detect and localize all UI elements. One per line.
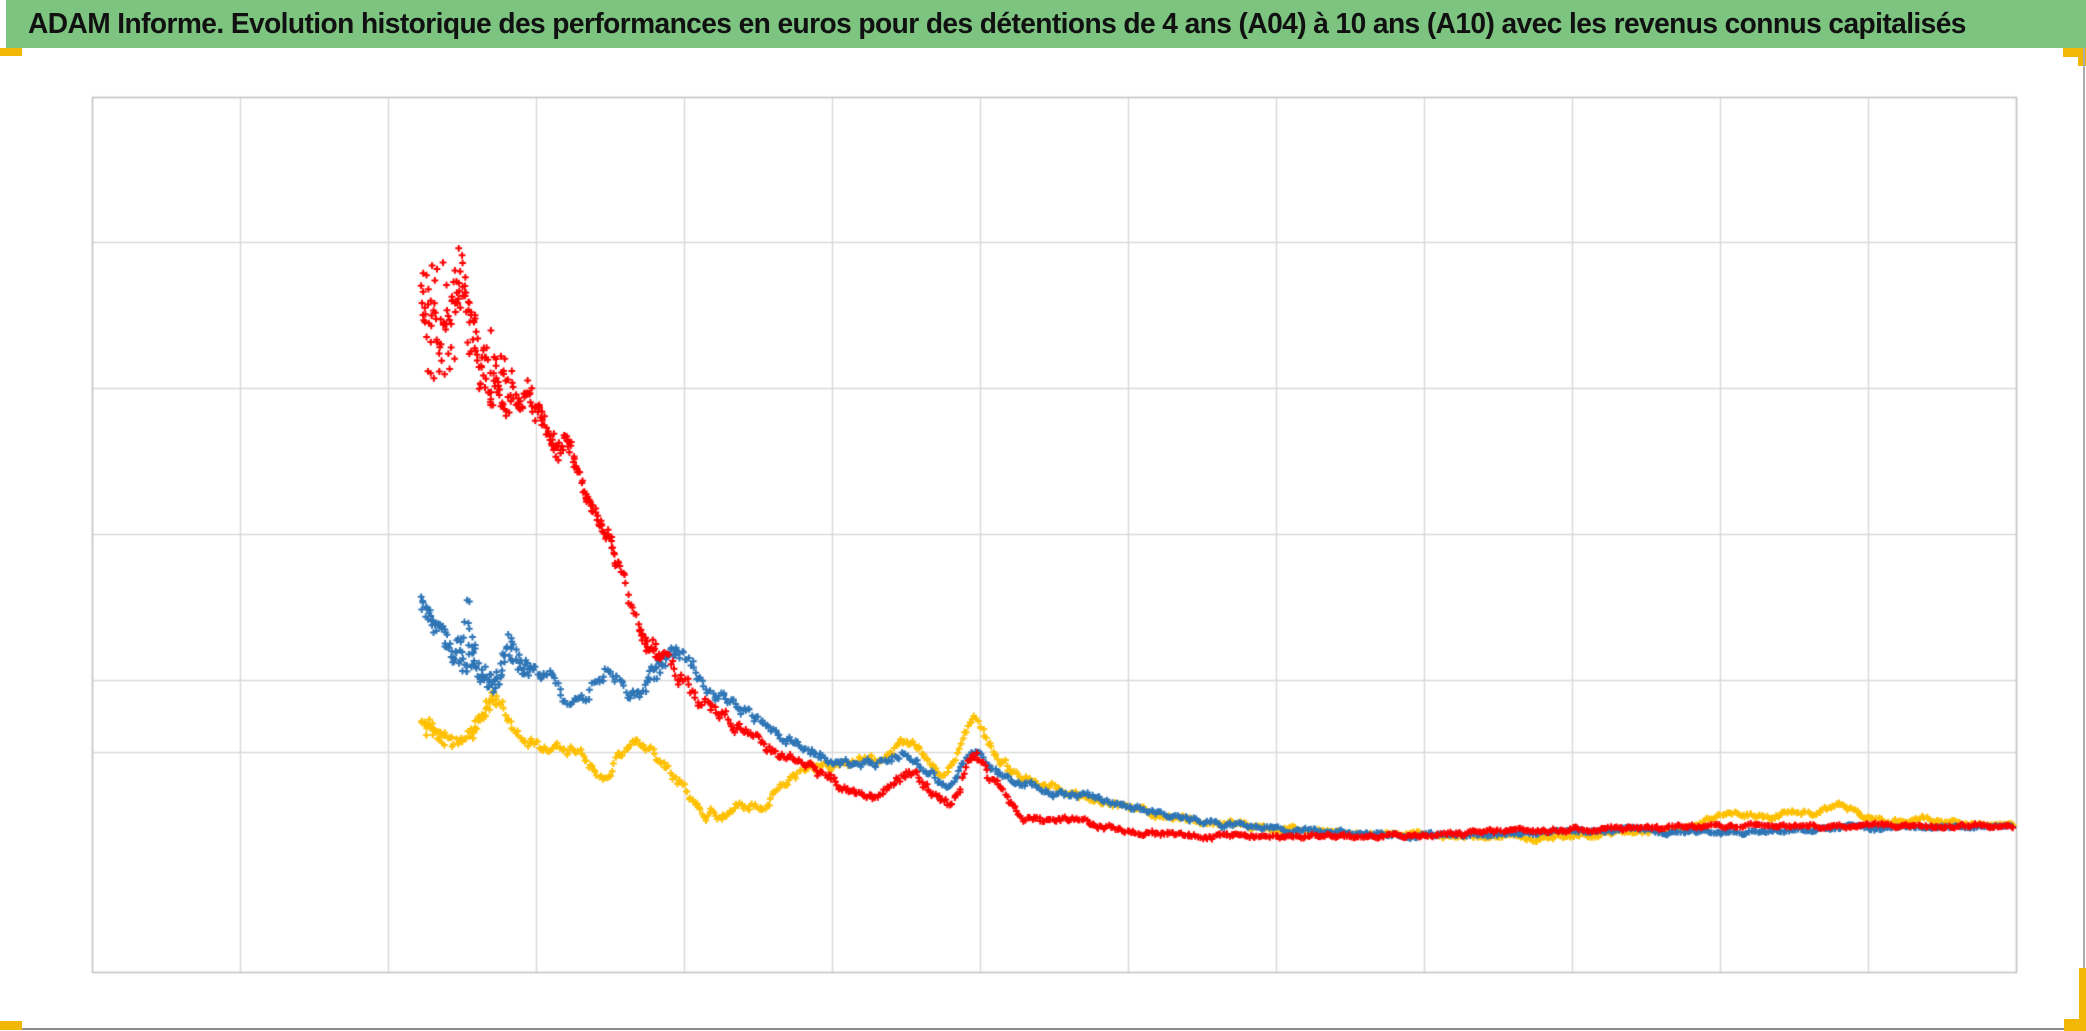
title-bar: ADAM Informe. Evolution historique des p…: [6, 0, 2086, 48]
right-frame-line: [2083, 48, 2085, 968]
corner-accent-bottom-left: [0, 1021, 22, 1030]
corner-accent-top-right-h: [2063, 48, 2086, 57]
corner-accent-bottom-right-v: [2079, 968, 2086, 1031]
corner-accent-top-right-v: [2078, 48, 2086, 66]
corner-accent-bottom-right-h: [2064, 1019, 2086, 1031]
chart-title: ADAM Informe. Evolution historique des p…: [28, 7, 1966, 40]
corner-accent-top-left: [0, 48, 22, 56]
bottom-frame-line: [22, 1028, 2064, 1030]
